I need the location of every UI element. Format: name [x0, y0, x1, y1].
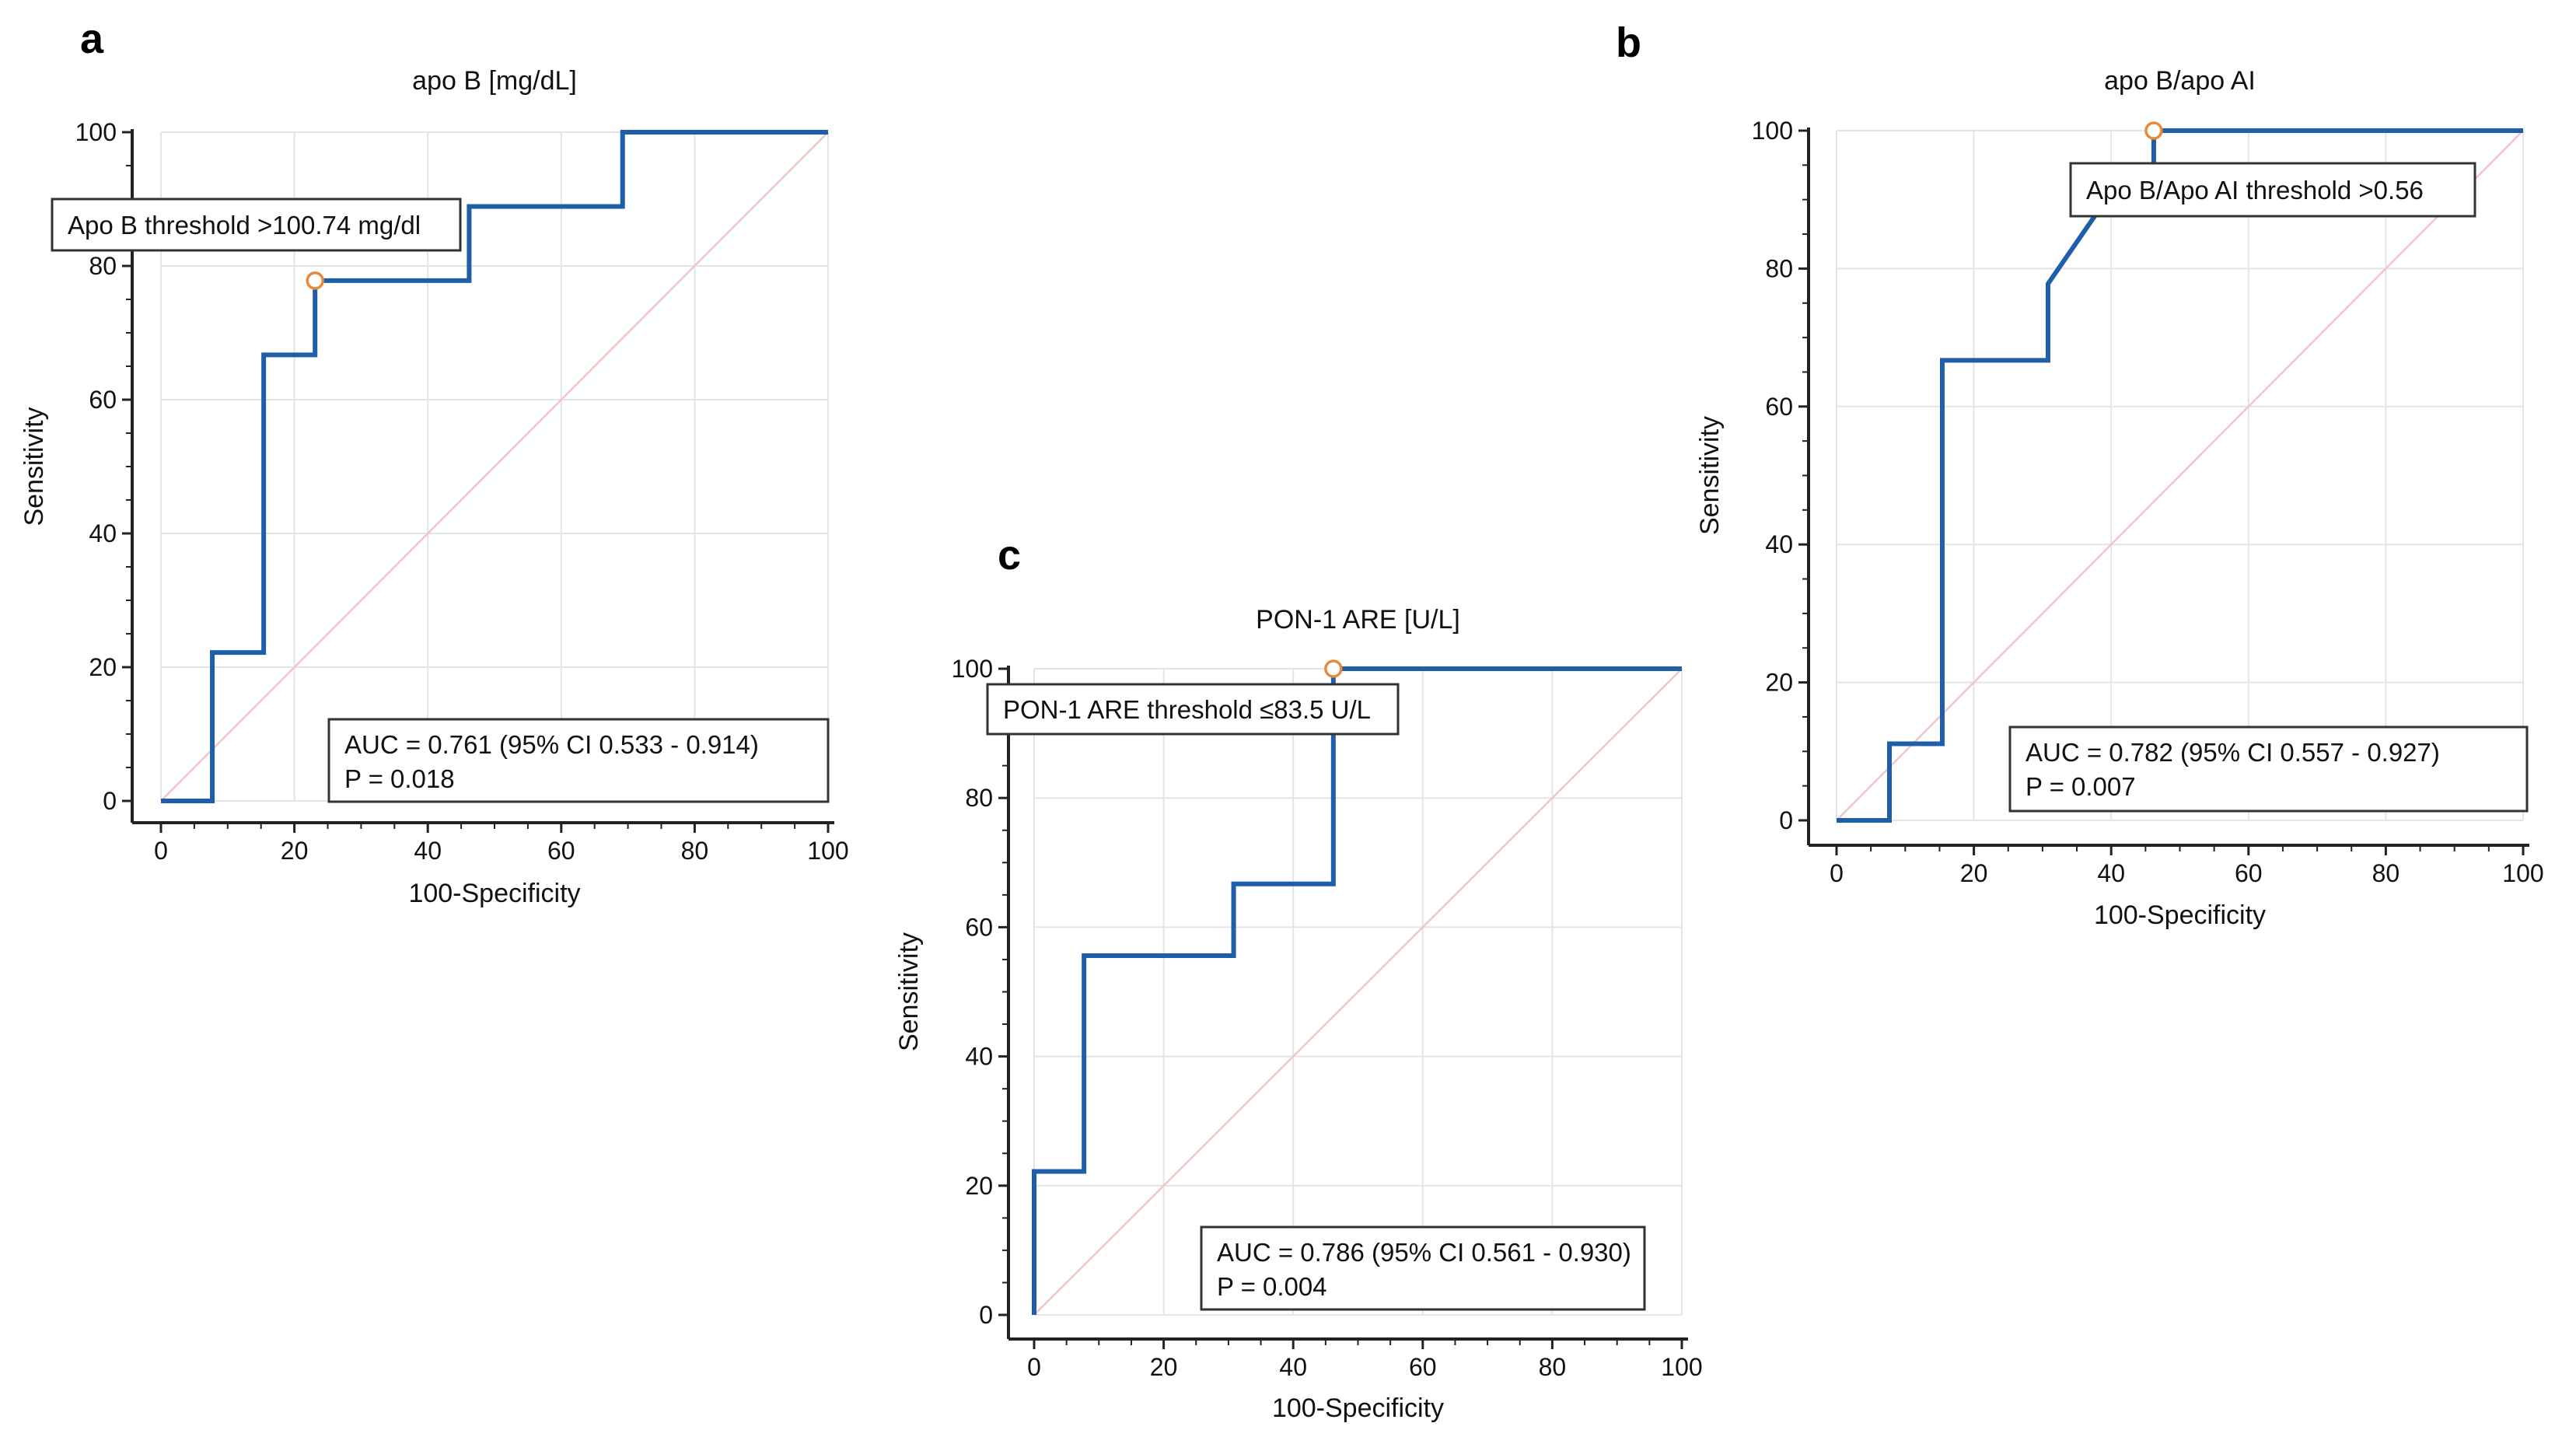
- panel-c-y-tick-label: 60: [965, 913, 993, 941]
- panel-a-y-tick-label: 40: [89, 519, 117, 547]
- panel-b-y-tick-label: 20: [1765, 669, 1793, 697]
- panel-b-reference-line: [1836, 130, 2524, 821]
- panel-b-x-tick-label: 20: [1960, 859, 1988, 887]
- panel-b-x-tick-label: 40: [2097, 859, 2125, 887]
- panel-b-y-tick-label: 40: [1765, 530, 1793, 558]
- panel-a-threshold-marker: [306, 271, 324, 290]
- panel-a-ticks: [122, 131, 830, 833]
- panel-b-threshold-marker: [2144, 121, 2163, 140]
- panel-a-x-tick-label: 100: [807, 837, 848, 865]
- panel-c-threshold-box: [986, 683, 1400, 736]
- panel-b-gridlines: [1836, 130, 2524, 821]
- panel-a-threshold-label: Apo B threshold >100.74 mg/dl: [68, 211, 421, 240]
- panel-a-auc-text: AUC = 0.761 (95% CI 0.533 - 0.914): [344, 730, 759, 759]
- panel-c-y-tick-label: 100: [952, 655, 993, 683]
- panel-b-x-tick-label: 80: [2372, 859, 2400, 887]
- panel-c-gridlines: [1033, 668, 1683, 1316]
- panel-b-auc-text: AUC = 0.782 (95% CI 0.557 - 0.927): [2025, 738, 2440, 767]
- panel-c-reference-line: [1033, 668, 1683, 1316]
- panel-c-roc-curve: [1032, 666, 1682, 1315]
- panel-b-y-tick-label: 60: [1765, 393, 1793, 421]
- panel-b-x-tick-label: 100: [2502, 859, 2543, 887]
- panel-b-p-value-text: P = 0.007: [2025, 772, 2136, 801]
- panel-a-y-tick-label: 80: [89, 252, 117, 280]
- panel-c-x-tick-label: 20: [1150, 1353, 1178, 1381]
- panel-c-y-axis-label: Sensitivity: [894, 932, 924, 1051]
- panel-b-x-tick-label: 0: [1830, 859, 1844, 887]
- panel-a-title: apo B [mg/dL]: [412, 66, 577, 96]
- panel-b-threshold-box: [2069, 162, 2476, 218]
- panel-b-x-tick-label: 60: [2235, 859, 2263, 887]
- panel-a-y-tick-label: 0: [103, 787, 117, 815]
- panel-c-x-tick-label: 40: [1279, 1353, 1307, 1381]
- panel-c-p-value-text: P = 0.004: [1217, 1272, 1327, 1301]
- panel-c-y-tick-label: 0: [979, 1301, 993, 1329]
- panel-b-letter: b: [1616, 19, 1641, 66]
- panel-b-y-tick-label: 80: [1765, 254, 1793, 282]
- panel-c-x-tick-label: 80: [1539, 1353, 1567, 1381]
- panel-a-x-tick-label: 0: [154, 837, 168, 865]
- panel-c-x-tick-label: 0: [1027, 1353, 1041, 1381]
- panel-a-x-tick-label: 20: [281, 837, 309, 865]
- panel-c-x-axis-label: 100-Specificity: [1272, 1393, 1444, 1423]
- panel-a-x-tick-label: 40: [414, 837, 442, 865]
- panel-c-x-tick-label: 60: [1409, 1353, 1437, 1381]
- panel-a-roc-curve: [161, 130, 828, 803]
- panel-a-letter: a: [80, 16, 104, 62]
- panel-c-title: PON-1 ARE [U/L]: [1256, 605, 1460, 635]
- panel-b-x-axis-label: 100-Specificity: [2094, 900, 2266, 930]
- panel-c-y-tick-label: 40: [965, 1043, 993, 1071]
- panel-a-chart: a apo B [mg/dL] 0 20 40 60 80 100 0 20 40 60 80 100 10…: [19, 16, 849, 908]
- panel-c-stats-box: [1200, 1225, 1646, 1311]
- panel-a-y-tick-label: 60: [89, 386, 117, 414]
- panel-b-y-axis-label: Sensitivity: [1695, 416, 1725, 535]
- panel-b-y-tick-label: 0: [1779, 806, 1793, 834]
- panel-a-x-tick-label: 60: [547, 837, 575, 865]
- panel-b-stats-box: [2008, 725, 2529, 813]
- panel-a-reference-line: [160, 131, 829, 802]
- panel-c-y-tick-label: 80: [965, 784, 993, 812]
- panel-c-threshold-marker: [1324, 659, 1343, 678]
- panel-a-threshold-box: [51, 198, 462, 252]
- panel-a-x-axis-label: 100-Specificity: [408, 879, 580, 908]
- panel-c-letter: c: [998, 532, 1021, 579]
- panel-c-x-tick-label: 100: [1661, 1353, 1702, 1381]
- panel-a-stats-box: [327, 718, 830, 803]
- panel-a-x-tick-label: 80: [681, 837, 709, 865]
- panel-b-threshold-label: Apo B/Apo AI threshold >0.56: [2086, 176, 2424, 205]
- panel-a-p-value-text: P = 0.018: [344, 764, 455, 793]
- panel-c-ticks: [998, 667, 1683, 1349]
- panel-c-chart: c PON-1 ARE [U/L] 0 20 40 60 80 100 0 20 40 60 80 100…: [894, 532, 1703, 1423]
- panel-b-chart: b apo B/apo AI 0 20 40 60 80 100 0 20 40 60 80 100 100…: [1616, 19, 2544, 930]
- panel-c-threshold-label: PON-1 ARE threshold ≤83.5 U/L: [1003, 695, 1371, 724]
- panel-c-y-tick-label: 20: [965, 1172, 993, 1200]
- panel-c-auc-text: AUC = 0.786 (95% CI 0.561 - 0.930): [1217, 1238, 1631, 1267]
- panel-b-title: apo B/apo AI: [2104, 66, 2256, 96]
- panel-a-y-tick-label: 20: [89, 653, 117, 681]
- panel-a-y-tick-label: 100: [75, 118, 117, 146]
- panel-b-ticks: [1798, 129, 2525, 855]
- panel-a-y-axis-label: Sensitivity: [19, 407, 49, 526]
- panel-b-y-tick-label: 100: [1752, 117, 1793, 145]
